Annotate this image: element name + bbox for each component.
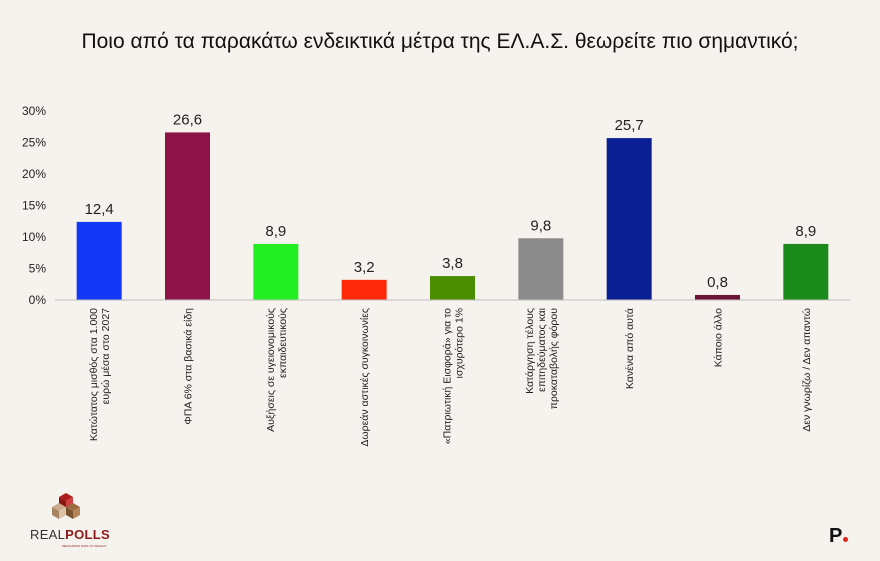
x-tick-label: Δωρεάν αστικές συγκοινωνίες [359, 308, 371, 447]
bar-chart: 0% 5% 10% 15% 20% 25% 30% 12,4 26,6 8,9 3,2 3,8 9,8… [22, 104, 850, 447]
realpolls-wordmark: REALPOLLS [30, 527, 110, 542]
data-label: 25,7 [615, 117, 644, 134]
x-tick-label: Κανένα από αυτά [624, 308, 636, 389]
bar [518, 238, 564, 300]
y-tick-label: 10% [22, 230, 46, 244]
x-tick-label-line: «Πατριωτική Εισφορά» για το [442, 308, 454, 444]
publisher-logo-letter: P [829, 525, 843, 547]
value-labels-group: 12,4 26,6 8,9 3,2 3,8 9,8 25,7 0,8 8,9 [85, 111, 817, 291]
data-label: 3,8 [442, 255, 463, 272]
y-axis: 0% 5% 10% 15% 20% 25% 30% [22, 104, 46, 307]
wordmark-real: REAL [30, 527, 66, 542]
bar [253, 243, 299, 300]
data-label: 8,9 [265, 223, 286, 240]
data-label: 12,4 [85, 201, 114, 218]
x-tick-label: Κάποιο άλλο [713, 308, 725, 367]
bars-group [76, 132, 829, 300]
x-tick-label-line: ισχυρότερο 1% [454, 308, 466, 378]
y-tick-label: 25% [22, 136, 46, 150]
bar [76, 221, 122, 300]
data-label: 9,8 [530, 217, 551, 234]
x-tick-label-line: Κατάργηση τέλους [524, 308, 536, 394]
bar [606, 138, 652, 300]
x-tick-label: Κατώτατος μισθός στα 1.000 ευρώ μέσα στο … [88, 308, 112, 441]
data-label: 26,6 [173, 111, 202, 128]
x-tick-label-line: Κάποιο άλλο [713, 308, 725, 367]
publisher-logo: P [829, 525, 849, 548]
y-tick-label: 20% [22, 167, 46, 181]
x-tick-label-line: Κατώτατος μισθός στα 1.000 [88, 308, 100, 441]
data-label: 8,9 [795, 223, 816, 240]
bar [695, 294, 740, 300]
x-tick-label: Δεν γνωρίζω / Δεν απαντώ [801, 308, 813, 432]
publisher-logo-dot-icon [843, 537, 849, 542]
y-tick-label: 0% [29, 293, 47, 307]
y-tick-label: 15% [22, 199, 46, 213]
x-tick-label-line: ευρώ μέσα στο 2027 [100, 308, 112, 404]
x-tick-label-line: επιτηδεύματος και [536, 307, 548, 392]
data-label: 0,8 [707, 274, 728, 291]
x-tick-label-line: εκπαιδευτικούς [277, 308, 289, 378]
x-tick-label-line: ΦΠΑ 6% στα βασικά είδη [183, 308, 195, 425]
realpolls-logo-icon [52, 493, 80, 519]
y-tick-label: 30% [22, 104, 46, 118]
x-tick-label-line: Κανένα από αυτά [624, 308, 636, 389]
x-tick-label-line: Αυξήσεις σε υγειονομικούς [265, 308, 277, 432]
y-tick-label: 5% [29, 262, 47, 276]
x-tick-label-line: προκαταβολής φόρου [548, 308, 560, 410]
realpolls-tagline: MEASURING DATA TO INSIGHT [62, 544, 107, 548]
x-tick-label: ΦΠΑ 6% στα βασικά είδη [183, 308, 195, 425]
x-tick-label: Κατάργηση τέλους επιτηδεύματος και προκατα… [524, 307, 560, 409]
chart-title: Ποιο από τα παρακάτω ενδεικτικά μέτρα τη… [81, 30, 799, 53]
bar [430, 276, 475, 300]
x-tick-label: «Πατριωτική Εισφορά» για το ισχυρότερο 1% [442, 308, 466, 444]
wordmark-polls: POLLS [65, 527, 111, 542]
x-tick-label: Αυξήσεις σε υγειονομικούς εκπαιδευτικούς [265, 308, 289, 432]
bar [341, 279, 387, 300]
category-labels-group: Κατώτατος μισθός στα 1.000 ευρώ μέσα στο … [88, 307, 813, 446]
data-label: 3,2 [354, 259, 375, 276]
bar [165, 132, 210, 300]
x-tick-label-line: Δωρεάν αστικές συγκοινωνίες [359, 308, 371, 447]
x-tick-label-line: Δεν γνωρίζω / Δεν απαντώ [801, 308, 813, 432]
bar [783, 243, 829, 300]
